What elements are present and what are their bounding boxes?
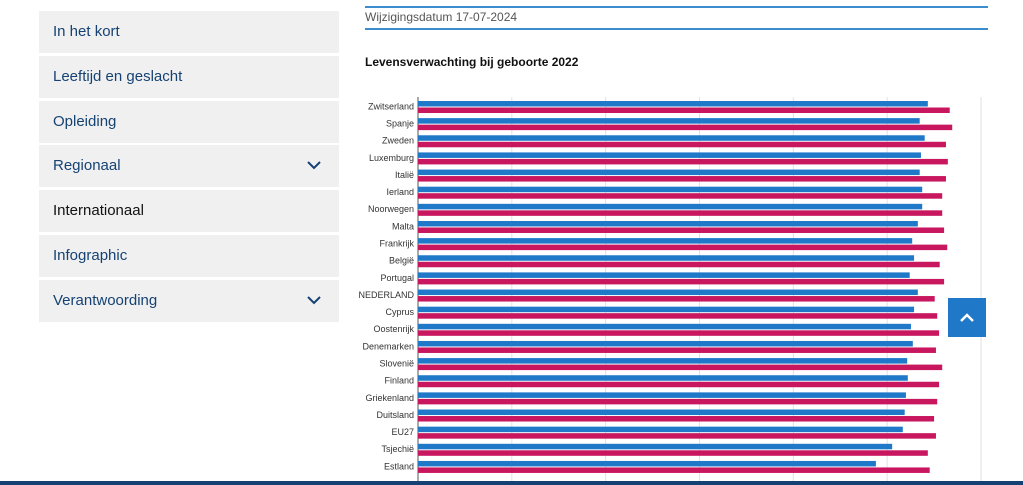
bar: [418, 244, 948, 251]
y-tick-label: EU27: [391, 427, 414, 437]
y-tick-label: Ierland: [386, 187, 414, 197]
bar: [418, 289, 918, 296]
bar: [418, 358, 908, 364]
nav-item[interactable]: Opleiding: [39, 100, 339, 143]
bar: [418, 186, 923, 193]
y-tick-label: Tsjechië: [381, 444, 414, 454]
modified-date: Wijzigingsdatum 17-07-2024: [365, 6, 988, 30]
bar: [418, 296, 935, 302]
bar: [418, 261, 940, 268]
bar: [418, 193, 943, 199]
bar: [418, 278, 945, 285]
bar: [418, 176, 946, 182]
bar: [418, 450, 928, 456]
y-tick-label: Slovenië: [379, 358, 414, 368]
bar: [418, 238, 913, 244]
y-tick-label: Portugal: [380, 273, 414, 283]
y-tick-label: Italië: [395, 170, 414, 180]
bar: [418, 467, 930, 473]
y-tick-label: Frankrijk: [379, 238, 414, 248]
bar: [418, 426, 903, 433]
bar: [418, 152, 921, 158]
bar: [418, 227, 945, 233]
chevron: [307, 296, 321, 305]
y-tick-label: België: [389, 256, 414, 266]
bar: [418, 364, 943, 371]
chart-title: Levensverwachting bij geboorte 2022: [365, 55, 579, 69]
nav-item[interactable]: Leeftijd en geslacht: [39, 55, 339, 98]
y-tick-label: NEDERLAND: [358, 290, 414, 300]
bar: [418, 203, 923, 210]
bar: [418, 443, 893, 450]
bar: [418, 347, 936, 353]
footer-bar: [0, 481, 1023, 485]
bar: [418, 433, 936, 439]
bar: [418, 107, 950, 113]
bar: [418, 169, 920, 176]
bar: [418, 101, 928, 107]
bar: [418, 330, 940, 336]
y-tick-label: Denemarken: [362, 341, 414, 351]
y-tick-label: Zweden: [382, 136, 414, 146]
y-tick-label: Cyprus: [385, 307, 414, 317]
back-to-top[interactable]: [948, 298, 986, 337]
y-tick-label: Oostenrijk: [373, 324, 414, 334]
sidebar: In het kort Leeftijd en geslacht Opleiding…: [39, 11, 339, 325]
bar: [418, 398, 938, 405]
bar: [418, 141, 946, 148]
bar: [418, 272, 910, 278]
y-tick-label: Finland: [384, 376, 414, 386]
bar: [418, 135, 925, 141]
bar: [418, 118, 920, 124]
nav-item[interactable]: Internationaal: [39, 190, 339, 233]
y-tick-label: Spanje: [386, 119, 414, 129]
chart: Levensverwachting bij geboorte 2022 Zwit…: [358, 55, 982, 485]
bar: [418, 313, 938, 319]
bar: [418, 460, 876, 467]
y-tick-label: Noorwegen: [368, 204, 414, 214]
bar: [418, 210, 943, 216]
bar: [418, 255, 915, 261]
bar: [418, 381, 940, 388]
chevron: [307, 161, 321, 170]
y-tick-label: Griekenland: [365, 393, 414, 403]
bar: [418, 323, 911, 330]
nav-item[interactable]: Verantwoording: [39, 279, 339, 322]
y-tick-label: Duitsland: [376, 410, 414, 420]
bar: [418, 392, 906, 398]
bar: [418, 306, 915, 313]
bar: [418, 158, 948, 165]
bar: [418, 124, 953, 131]
bar: [418, 220, 918, 227]
y-tick-label: Malta: [392, 221, 414, 231]
y-tick-label: Luxemburg: [369, 153, 414, 163]
bar: [418, 409, 905, 416]
bar: [418, 375, 908, 381]
bar: [418, 416, 935, 422]
nav-item[interactable]: Regionaal: [39, 145, 339, 188]
bar: [418, 340, 913, 347]
y-tick-label: Zwitserland: [368, 101, 414, 111]
nav-item[interactable]: In het kort: [39, 11, 339, 53]
y-tick-label: Estland: [384, 461, 414, 471]
nav-item[interactable]: Infographic: [39, 234, 339, 277]
